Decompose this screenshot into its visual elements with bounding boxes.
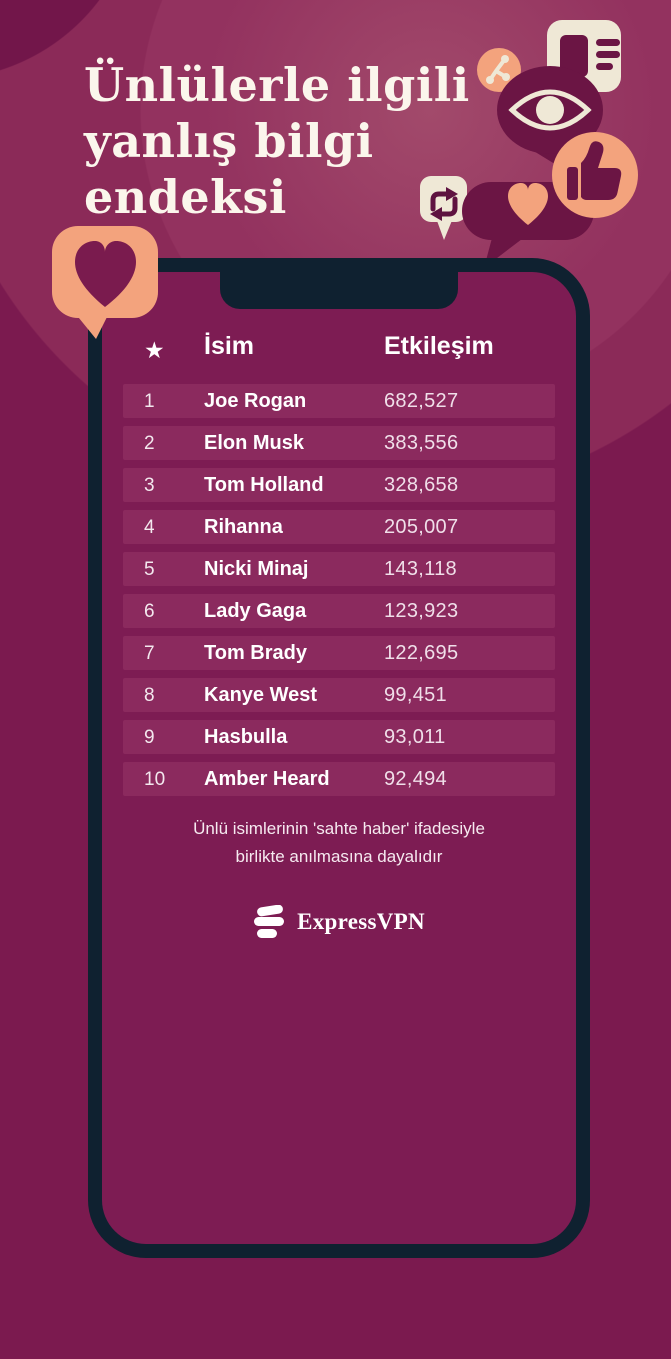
table-row: 8 Kanye West 99,451 — [123, 678, 555, 712]
thumbs-up-icon — [567, 141, 622, 200]
heart-icon — [508, 183, 548, 225]
table-row: 7 Tom Brady 122,695 — [123, 636, 555, 670]
methodology-note: Ünlü isimlerinin 'sahte haber' ifadesiyl… — [102, 815, 576, 871]
table-row: 6 Lady Gaga 123,923 — [123, 594, 555, 628]
rank-cell: 8 — [144, 685, 155, 706]
rank-cell: 1 — [144, 391, 155, 412]
rank-cell: 5 — [144, 559, 155, 580]
eye-icon — [508, 89, 592, 131]
engagement-cell: 682,527 — [384, 390, 459, 412]
rank-cell: 6 — [144, 601, 155, 622]
name-cell: Hasbulla — [204, 726, 288, 748]
table-row: 10 Amber Heard 92,494 — [123, 762, 555, 796]
ranking-table: 1 Joe Rogan 682,527 2 Elon Musk 383,556 … — [123, 384, 555, 804]
engagement-cell: 123,923 — [384, 600, 459, 622]
phone-screen: ★ İsim Etkileşim 1 Joe Rogan 682,527 2 E… — [102, 272, 576, 1244]
rank-cell: 3 — [144, 475, 155, 496]
column-header-name: İsim — [204, 332, 255, 360]
phone-mockup: ★ İsim Etkileşim 1 Joe Rogan 682,527 2 E… — [88, 258, 590, 1258]
phone-notch — [220, 272, 458, 309]
table-row: 9 Hasbulla 93,011 — [123, 720, 555, 754]
table-row: 4 Rihanna 205,007 — [123, 510, 555, 544]
name-cell: Amber Heard — [204, 768, 330, 790]
name-cell: Tom Brady — [204, 642, 307, 664]
rank-cell: 10 — [144, 769, 166, 790]
name-cell: Kanye West — [204, 684, 318, 706]
table-row: 5 Nicki Minaj 143,118 — [123, 552, 555, 586]
retweet-icon — [430, 191, 458, 217]
social-icons-cluster — [420, 20, 638, 268]
rank-cell: 9 — [144, 727, 155, 748]
table-row: 1 Joe Rogan 682,527 — [123, 384, 555, 418]
engagement-cell: 122,695 — [384, 642, 459, 664]
news-icon — [560, 35, 588, 77]
methodology-note-line1: Ünlü isimlerinin 'sahte haber' ifadesiyl… — [193, 819, 485, 838]
name-cell: Tom Holland — [204, 474, 324, 496]
rank-cell: 2 — [144, 433, 155, 454]
brand-wordmark: ExpressVPN — [297, 909, 425, 934]
name-cell: Rihanna — [204, 516, 283, 538]
table-header: ★ İsim Etkileşim — [123, 330, 555, 370]
expressvpn-logo-icon — [254, 905, 285, 938]
rank-cell: 4 — [144, 517, 155, 538]
engagement-cell: 205,007 — [384, 516, 459, 538]
engagement-cell: 93,011 — [384, 726, 446, 748]
table-row: 3 Tom Holland 328,658 — [123, 468, 555, 502]
engagement-cell: 99,451 — [384, 684, 447, 706]
heart-icon — [75, 241, 136, 307]
engagement-cell: 92,494 — [384, 768, 447, 790]
heart-notification-bubble — [52, 226, 158, 339]
rank-cell: 7 — [144, 643, 155, 664]
share-icon — [477, 48, 521, 92]
page-title: Ünlülerle ilgili yanlış bilgi endeksi — [84, 57, 470, 224]
engagement-cell: 328,658 — [384, 474, 459, 496]
thumbs-up-bubble — [552, 132, 638, 218]
column-header-engagement: Etkileşim — [384, 332, 494, 360]
name-cell: Joe Rogan — [204, 390, 307, 412]
methodology-note-line2: birlikte anılmasına dayalıdır — [235, 847, 443, 866]
engagement-cell: 383,556 — [384, 432, 459, 454]
star-icon: ★ — [144, 337, 165, 363]
name-cell: Nicki Minaj — [204, 558, 309, 580]
brand-lockup: ExpressVPN — [102, 902, 576, 942]
name-cell: Lady Gaga — [204, 600, 307, 622]
name-cell: Elon Musk — [204, 432, 305, 454]
retweet-bubble-icon — [420, 176, 467, 240]
engagement-cell: 143,118 — [384, 558, 457, 580]
table-row: 2 Elon Musk 383,556 — [123, 426, 555, 460]
